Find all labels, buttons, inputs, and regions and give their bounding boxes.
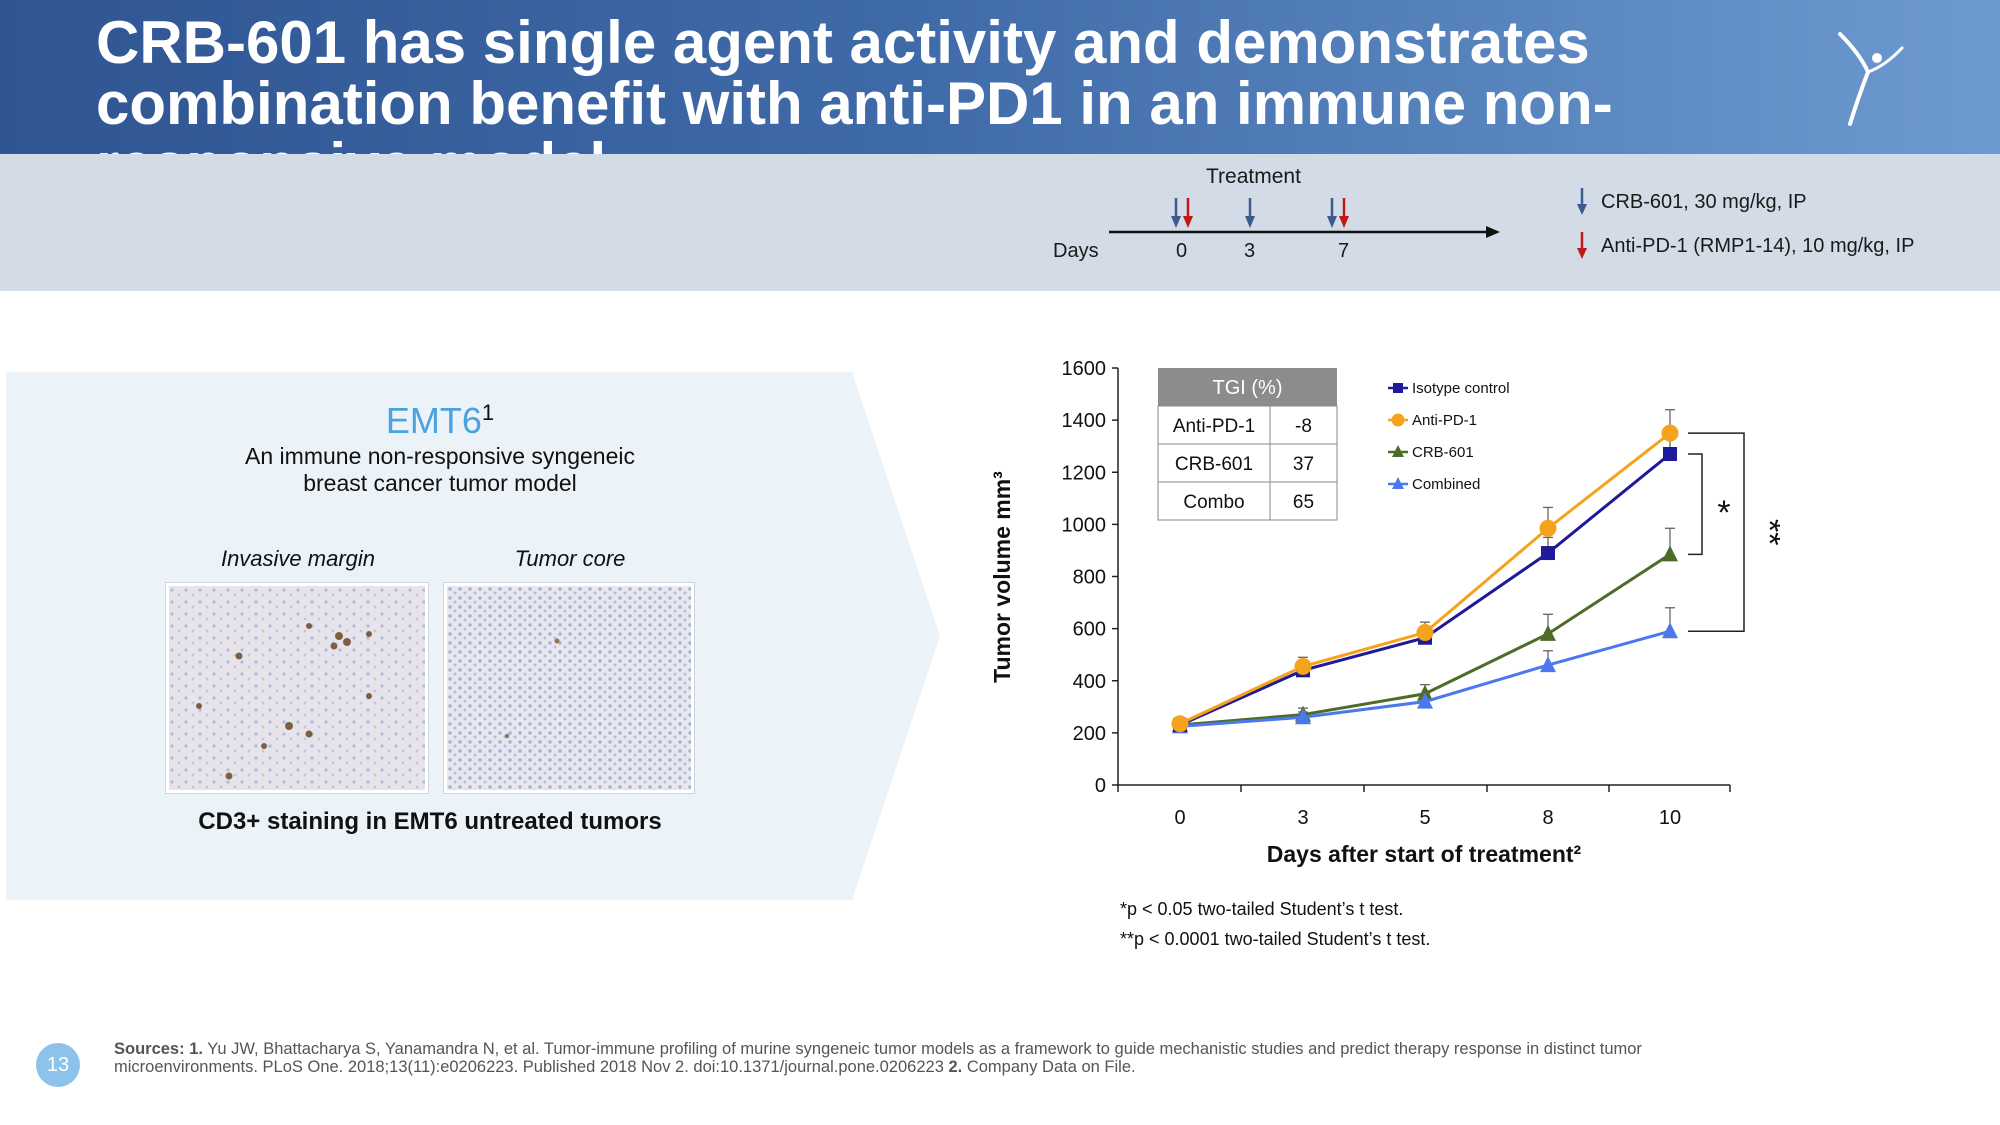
legend-marker: [1392, 477, 1404, 489]
tgi-table-row-value: 65: [1293, 492, 1314, 513]
chart-axes: 0 200 400 600 800 1000 1200 1400 1600 0 3 5 8 10 Days …: [989, 358, 1731, 867]
legend-crb601-dose: CRB-601, 30 mg/kg, IP: [1601, 191, 1807, 213]
data-point: [1539, 519, 1557, 537]
tgi-table-row-label: Combo: [1183, 492, 1244, 513]
timeline-days-label: Days: [1053, 240, 1099, 262]
x-tick-label: 3: [1297, 807, 1308, 829]
data-point: [1662, 545, 1678, 562]
data-point: [1661, 424, 1679, 442]
histology-image-invasive-margin: [166, 583, 428, 793]
blue-dose-arrow-day-0-icon: [1171, 198, 1181, 228]
significance-brackets: ***: [1688, 432, 1780, 632]
legend-entry: Combined: [1388, 476, 1480, 493]
chart-series: [1171, 409, 1679, 734]
tumor-volume-chart: 0 200 400 600 800 1000 1200 1400 1600 0 3 5 8 10 Days …: [989, 358, 1780, 867]
y-tick-label: 1200: [1062, 462, 1107, 484]
legend-marker: [1392, 445, 1404, 457]
tgi-table-row-label: Anti-PD-1: [1173, 416, 1255, 437]
significance-double-star: **: [1750, 519, 1780, 545]
footnote-single-star: *p < 0.05 two-tailed Student’s t test.: [1120, 899, 1404, 919]
legend-marker: [1393, 383, 1403, 393]
legend-label: Isotype control: [1412, 380, 1510, 397]
tgi-table-header-cell: [1158, 368, 1337, 406]
chart-legend: Isotype control Anti-PD-1 CRB-601 Combined: [1388, 380, 1510, 493]
tgi-table-cell: [1269, 443, 1338, 483]
y-tick-label: 1000: [1062, 514, 1107, 536]
legend-marker: [1391, 413, 1405, 427]
significance-single-star: *: [1717, 494, 1730, 532]
model-subtitle: An immune non-responsive syngeneic breas…: [245, 443, 635, 496]
slide-title: CRB-601 has single agent activity and de…: [96, 9, 1613, 195]
model-title: EMT61: [385, 400, 495, 441]
tgi-table-row-value: 37: [1293, 454, 1314, 475]
series-line: [1179, 629, 1671, 728]
red-dose-arrow-day-0-icon: [1183, 198, 1193, 228]
tgi-table-cell: [1269, 405, 1338, 445]
tgi-table-row-value: -8: [1295, 416, 1312, 437]
histology-image-tumor-core: [444, 583, 694, 793]
y-tick-label: 200: [1073, 723, 1106, 745]
timeline-day-3: 3: [1244, 240, 1256, 262]
tgi-table-header: TGI (%): [1213, 377, 1283, 399]
data-point: [1416, 624, 1434, 642]
bracket-double-star: [1688, 432, 1745, 632]
timeline-day-0: 0: [1176, 240, 1188, 262]
sources-text: Sources: 1. Yu JW, Bhattacharya S, Yanam…: [114, 1040, 1642, 1076]
series-anti-pd-1: [1171, 409, 1679, 733]
legend-entry: Anti-PD-1: [1388, 412, 1477, 429]
image-label-tumor-core: Tumor core: [514, 546, 626, 571]
x-tick-label: 8: [1542, 807, 1553, 829]
x-tick-label: 10: [1659, 807, 1681, 829]
tgi-table-cell: [1157, 481, 1271, 521]
tgi-table-row-label: CRB-601: [1175, 454, 1253, 475]
company-logo-icon: [1838, 32, 1904, 126]
data-point: [1294, 657, 1312, 675]
y-tick-label: 600: [1073, 619, 1106, 641]
blue-dose-arrow-day-7-icon: [1327, 198, 1337, 228]
legend-entry: Isotype control: [1388, 380, 1510, 397]
tgi-table-cell: [1157, 405, 1271, 445]
title-banner: [0, 0, 2000, 154]
y-tick-label: 400: [1073, 671, 1106, 693]
y-tick-label: 0: [1095, 775, 1106, 797]
y-tick-label: 800: [1073, 567, 1106, 589]
page-number: 13: [36, 1043, 80, 1087]
x-tick-label: 5: [1419, 807, 1430, 829]
timeline-day-7: 7: [1338, 240, 1350, 262]
data-point: [1295, 708, 1311, 725]
tgi-table-cell: [1269, 481, 1338, 521]
data-point: [1663, 447, 1677, 462]
data-point: [1417, 692, 1433, 709]
data-point: [1541, 546, 1555, 561]
y-axis-title: Tumor volume mm³: [989, 471, 1015, 683]
legend-antipd1-dose: Anti-PD-1 (RMP1-14), 10 mg/kg, IP: [1601, 235, 1915, 257]
x-axis-title: Days after start of treatment²: [1267, 841, 1582, 867]
timeline-axis: [1109, 198, 1500, 238]
y-tick-label: 1400: [1062, 410, 1107, 432]
bracket-single-star: [1688, 453, 1703, 556]
x-tick-label: 0: [1174, 807, 1185, 829]
legend-entry: CRB-601: [1388, 444, 1474, 461]
legend-label: CRB-601: [1412, 444, 1474, 461]
data-point: [1540, 624, 1556, 641]
data-point: [1540, 656, 1556, 673]
footnote-double-star: **p < 0.0001 two-tailed Student’s t test…: [1120, 929, 1431, 949]
y-tick-label: 1600: [1062, 358, 1107, 380]
treatment-timeline-band: [0, 154, 2000, 291]
blue-arrow-legend-icon: [1577, 188, 1587, 215]
timeline-title: Treatment: [1206, 165, 1301, 188]
data-point: [1662, 622, 1678, 639]
tgi-table: TGI (%) Anti-PD-1 -8 CRB-601 37 Combo 65: [1157, 368, 1338, 521]
red-dose-arrow-day-7-icon: [1339, 198, 1349, 228]
staining-caption: CD3+ staining in EMT6 untreated tumors: [198, 808, 662, 835]
legend-label: Combined: [1412, 476, 1480, 493]
blue-dose-arrow-day-3-icon: [1245, 198, 1255, 228]
data-point: [1171, 715, 1189, 733]
legend-label: Anti-PD-1: [1412, 412, 1477, 429]
red-arrow-legend-icon: [1577, 232, 1587, 259]
image-label-invasive-margin: Invasive margin: [220, 546, 376, 571]
